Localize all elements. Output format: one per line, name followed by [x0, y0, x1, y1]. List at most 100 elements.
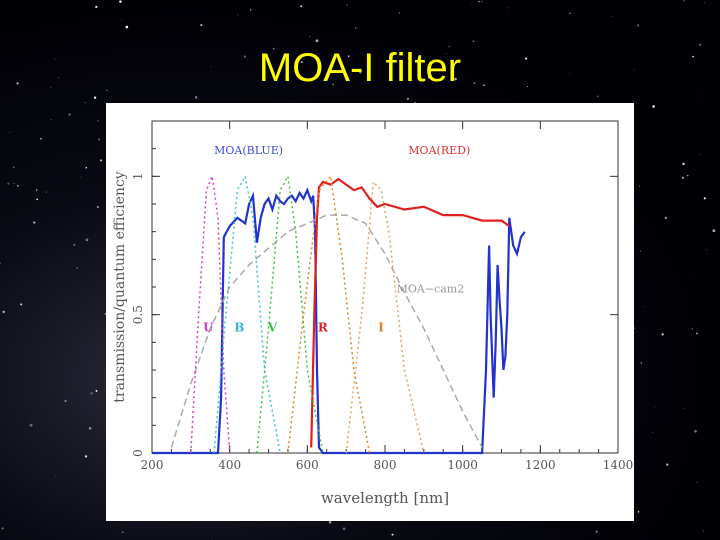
star — [210, 66, 212, 68]
star — [702, 530, 705, 532]
star — [706, 249, 707, 250]
star — [80, 176, 82, 178]
star — [84, 101, 87, 104]
star — [703, 197, 706, 200]
star — [637, 511, 640, 513]
star — [119, 0, 122, 3]
star — [16, 184, 19, 187]
x-tick-label: 200 — [141, 458, 164, 472]
star — [482, 84, 485, 87]
x-tick-label: 600 — [296, 458, 319, 472]
star — [73, 243, 76, 247]
star — [97, 138, 101, 141]
star — [85, 166, 88, 169]
star — [36, 189, 38, 191]
star — [568, 73, 570, 75]
star — [640, 362, 642, 364]
star — [406, 97, 410, 101]
star — [445, 76, 447, 78]
star — [84, 455, 88, 458]
star — [125, 25, 129, 29]
star — [472, 40, 475, 43]
series-line-8 — [345, 180, 425, 454]
star — [243, 55, 246, 58]
legend-label-red: MOA(RED) — [408, 144, 470, 157]
star — [639, 185, 641, 187]
star — [93, 96, 97, 99]
y-tick-label: 0 — [131, 449, 145, 457]
series-line-1 — [152, 187, 526, 455]
star — [478, 0, 480, 3]
star — [690, 277, 692, 279]
star — [33, 221, 36, 224]
star — [654, 406, 656, 408]
star — [683, 407, 685, 409]
star — [20, 303, 23, 306]
star — [652, 432, 653, 433]
band-label-b: B — [234, 320, 244, 334]
band-label-v: V — [267, 320, 278, 334]
star — [506, 7, 508, 9]
star — [346, 4, 348, 6]
star — [96, 205, 100, 209]
star — [121, 531, 124, 533]
star — [391, 533, 394, 536]
star — [595, 530, 598, 533]
star — [683, 0, 685, 2]
star — [445, 53, 447, 55]
x-tick-label: 1000 — [447, 458, 478, 472]
star — [328, 520, 332, 524]
star — [1, 527, 4, 530]
star — [633, 69, 635, 71]
star — [50, 119, 52, 121]
star — [569, 12, 571, 15]
star — [470, 3, 472, 5]
filter-transmission-chart: 200 400 600 800 1000 1200 1400 0 0.5 1 wavelength … — [112, 120, 634, 507]
star — [704, 2, 706, 4]
star — [2, 310, 5, 314]
star — [661, 333, 664, 336]
slide-title: MOA-I filter — [258, 46, 462, 90]
star — [0, 262, 1, 264]
star — [696, 332, 698, 335]
star — [29, 423, 33, 427]
star — [237, 14, 239, 16]
x-axis-label: wavelength [nm] — [321, 489, 449, 507]
star — [88, 427, 92, 430]
star — [300, 5, 303, 8]
star — [106, 89, 108, 91]
y-tick-label: 0.5 — [131, 305, 145, 324]
band-label-i: I — [378, 320, 384, 334]
plot-panel: 200 400 600 800 1000 1200 1400 0 0.5 1 wavelength … — [106, 103, 634, 521]
star — [637, 24, 640, 27]
star — [7, 182, 10, 185]
star — [272, 47, 275, 50]
x-tick-label: 1400 — [603, 458, 634, 472]
x-tick-label: 1200 — [525, 458, 556, 472]
series-line-2 — [310, 177, 510, 448]
star — [686, 174, 689, 177]
star — [398, 12, 400, 14]
star — [12, 166, 15, 169]
curve-label-cam: MOA−cam2 — [397, 283, 465, 296]
star — [699, 153, 701, 155]
star — [691, 328, 694, 330]
star — [50, 86, 52, 88]
star — [95, 389, 98, 392]
star — [712, 229, 716, 233]
star — [527, 86, 529, 87]
star — [473, 82, 476, 85]
star — [211, 538, 213, 540]
star — [342, 527, 346, 531]
star — [97, 120, 99, 122]
star — [45, 191, 47, 193]
star — [611, 16, 613, 18]
series-line-7 — [287, 174, 371, 454]
star — [427, 76, 430, 79]
star — [40, 137, 42, 140]
star — [664, 216, 668, 220]
star — [54, 58, 56, 60]
band-label-u: U — [203, 320, 214, 334]
star — [643, 306, 645, 308]
star — [95, 5, 98, 9]
